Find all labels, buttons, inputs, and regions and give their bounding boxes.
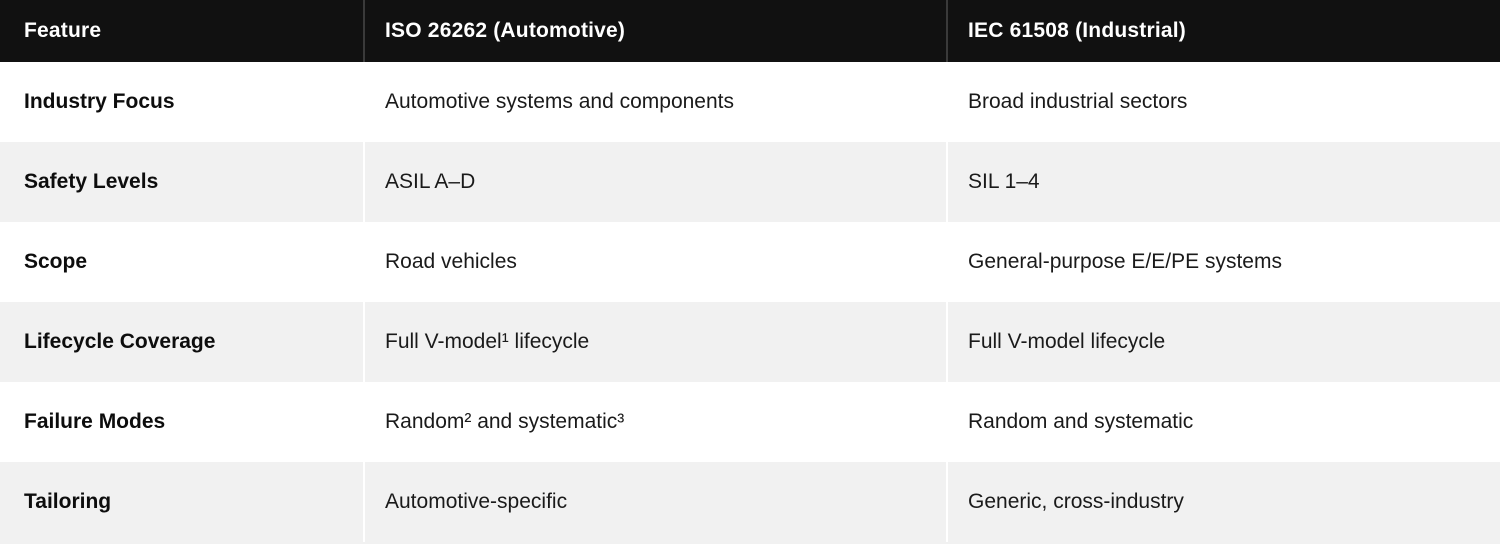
row-label: Tailoring [0, 462, 363, 542]
cell-iso26262: Road vehicles [363, 222, 946, 302]
cell-iso26262: Full V-model¹ lifecycle [363, 302, 946, 382]
table-header: Feature ISO 26262 (Automotive) IEC 61508… [0, 0, 1500, 62]
column-header-iec61508: IEC 61508 (Industrial) [946, 0, 1500, 62]
table-row-scope: Scope Road vehicles General-purpose E/E/… [0, 222, 1500, 302]
cell-iso26262: ASIL A–D [363, 142, 946, 222]
cell-iec61508: Random and systematic [946, 382, 1500, 462]
column-header-iso26262: ISO 26262 (Automotive) [363, 0, 946, 62]
cell-iec61508: Generic, cross-industry [946, 462, 1500, 542]
table-body: Industry Focus Automotive systems and co… [0, 62, 1500, 542]
row-label: Lifecycle Coverage [0, 302, 363, 382]
table-row-tailoring: Tailoring Automotive-specific Generic, c… [0, 462, 1500, 542]
row-label: Industry Focus [0, 62, 363, 142]
row-label: Safety Levels [0, 142, 363, 222]
table-row-industry-focus: Industry Focus Automotive systems and co… [0, 62, 1500, 142]
row-label: Scope [0, 222, 363, 302]
table-row-safety-levels: Safety Levels ASIL A–D SIL 1–4 [0, 142, 1500, 222]
cell-iso26262: Random² and systematic³ [363, 382, 946, 462]
cell-iec61508: General-purpose E/E/PE systems [946, 222, 1500, 302]
table-row-failure-modes: Failure Modes Random² and systematic³ Ra… [0, 382, 1500, 462]
header-row: Feature ISO 26262 (Automotive) IEC 61508… [0, 0, 1500, 62]
cell-iso26262: Automotive-specific [363, 462, 946, 542]
cell-iec61508: SIL 1–4 [946, 142, 1500, 222]
row-label: Failure Modes [0, 382, 363, 462]
cell-iso26262: Automotive systems and components [363, 62, 946, 142]
column-header-feature: Feature [0, 0, 363, 62]
table-row-lifecycle-coverage: Lifecycle Coverage Full V-model¹ lifecyc… [0, 302, 1500, 382]
cell-iec61508: Full V-model lifecycle [946, 302, 1500, 382]
cell-iec61508: Broad industrial sectors [946, 62, 1500, 142]
